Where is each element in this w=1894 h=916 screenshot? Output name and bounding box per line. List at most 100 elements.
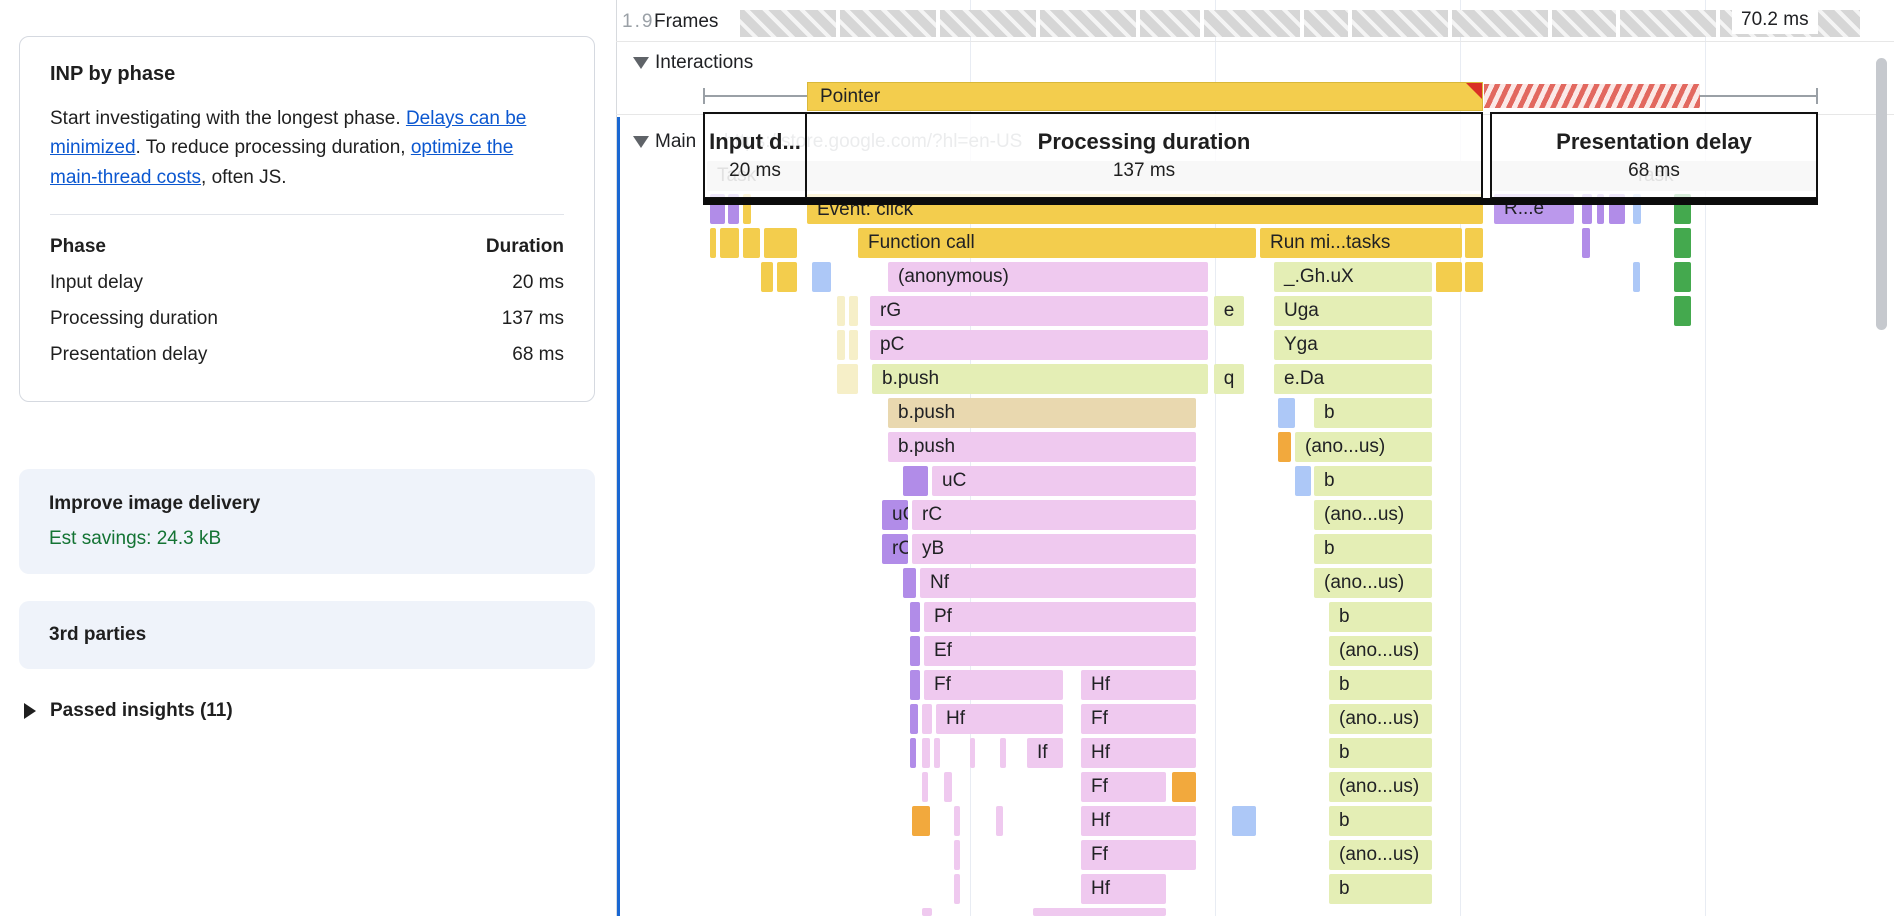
frame-strip[interactable]: [840, 10, 936, 37]
flame-bar[interactable]: Pf: [924, 602, 1196, 632]
flame-bar[interactable]: Ef: [924, 636, 1196, 666]
flame-bar[interactable]: Hf: [1081, 670, 1196, 700]
frames-track-label[interactable]: Frames: [652, 9, 727, 35]
flame-bar[interactable]: rC: [912, 500, 1196, 530]
flame-bar[interactable]: Yga: [1274, 330, 1432, 360]
flame-bar[interactable]: e: [1214, 296, 1244, 326]
third-parties-card[interactable]: 3rd parties: [19, 601, 595, 669]
flame-bar[interactable]: [903, 466, 928, 496]
passed-insights-toggle[interactable]: Passed insights (11): [24, 700, 233, 722]
flame-bar[interactable]: b: [1329, 602, 1432, 632]
flame-bar[interactable]: [954, 840, 960, 870]
flame-bar[interactable]: [910, 636, 920, 666]
improve-image-delivery-card[interactable]: Improve image delivery Est savings: 24.3…: [19, 469, 595, 574]
main-track-label[interactable]: Main: [655, 131, 697, 152]
flame-bar[interactable]: [1674, 296, 1691, 326]
flame-bar[interactable]: Ff: [1081, 704, 1196, 734]
flame-bar[interactable]: Ff: [924, 670, 1063, 700]
flame-bar[interactable]: (ano...us): [1314, 568, 1432, 598]
flame-bar[interactable]: [1597, 194, 1604, 224]
flame-bar[interactable]: [922, 772, 928, 802]
flame-bar[interactable]: yB: [912, 534, 1196, 564]
flame-bar[interactable]: [903, 568, 916, 598]
flame-bar[interactable]: q: [1214, 364, 1244, 394]
flame-bar[interactable]: uC: [882, 500, 908, 530]
interactions-collapse-icon[interactable]: [633, 57, 649, 69]
flame-bar[interactable]: [910, 738, 916, 768]
flame-bar[interactable]: b: [1329, 806, 1432, 836]
flame-bar[interactable]: (ano...us): [1329, 840, 1432, 870]
flame-bar[interactable]: [970, 738, 975, 768]
flame-bar[interactable]: [1232, 806, 1256, 836]
flame-bar[interactable]: (ano...us): [1329, 636, 1432, 666]
flame-bar[interactable]: b: [1314, 398, 1432, 428]
flame-bar[interactable]: [922, 704, 932, 734]
flame-bar[interactable]: b.push: [872, 364, 1208, 394]
flame-bar[interactable]: [720, 228, 739, 258]
flame-bar[interactable]: [849, 296, 858, 326]
flame-bar[interactable]: [837, 296, 845, 326]
flame-bar[interactable]: [954, 806, 960, 836]
flame-bar[interactable]: b.push: [888, 432, 1196, 462]
flame-bar[interactable]: Uga: [1274, 296, 1432, 326]
flame-bar[interactable]: e.Da: [1274, 364, 1432, 394]
flame-bar[interactable]: [934, 738, 940, 768]
flame-bar[interactable]: [743, 194, 751, 224]
flame-bar[interactable]: b: [1329, 874, 1432, 904]
flame-bar[interactable]: Ff: [1081, 772, 1166, 802]
flame-bar[interactable]: b: [1314, 534, 1432, 564]
flame-bar[interactable]: [1582, 194, 1592, 224]
flame-bar[interactable]: [837, 364, 858, 394]
flame-bar[interactable]: (anonymous): [888, 262, 1208, 292]
flame-bar[interactable]: b.push: [888, 398, 1196, 428]
flame-bar[interactable]: Ff: [1081, 840, 1196, 870]
flame-bar[interactable]: [837, 330, 845, 360]
flame-bar[interactable]: [1465, 262, 1483, 292]
flame-bar[interactable]: [1295, 466, 1311, 496]
pointer-interaction-bar[interactable]: Pointer: [807, 82, 1483, 111]
flame-bar[interactable]: [954, 874, 960, 904]
flame-bar[interactable]: (ano...us): [1295, 432, 1432, 462]
flame-bar[interactable]: b: [1329, 738, 1432, 768]
flame-bar[interactable]: [1674, 262, 1691, 292]
frame-strip[interactable]: [1140, 10, 1200, 37]
flame-bar[interactable]: Hf: [1081, 738, 1196, 768]
flame-bar[interactable]: [1633, 194, 1641, 224]
flame-bar[interactable]: [1000, 738, 1006, 768]
flame-bar[interactable]: [944, 772, 952, 802]
flame-bar[interactable]: [922, 908, 932, 916]
main-collapse-icon[interactable]: [633, 136, 649, 148]
flame-bar[interactable]: [849, 330, 858, 360]
flame-bar[interactable]: [910, 670, 920, 700]
flame-bar[interactable]: [710, 228, 716, 258]
flame-bar[interactable]: uC: [932, 466, 1196, 496]
flame-bar[interactable]: [910, 704, 918, 734]
frame-strip[interactable]: [1552, 10, 1616, 37]
flame-bar[interactable]: Function call: [858, 228, 1256, 258]
flame-bar[interactable]: [777, 262, 797, 292]
flame-bar[interactable]: Hf: [936, 704, 1063, 734]
flame-bar[interactable]: [1582, 228, 1590, 258]
optimize-main-thread-link[interactable]: optimize the main-thread costs: [50, 137, 514, 188]
vertical-scrollbar-thumb[interactable]: [1876, 58, 1887, 330]
frame-strip[interactable]: [1452, 10, 1548, 37]
delays-minimized-link[interactable]: Delays can be minimized: [50, 108, 527, 159]
flame-bar[interactable]: [1278, 432, 1291, 462]
flame-bar[interactable]: [1172, 772, 1196, 802]
flame-bar[interactable]: Hf: [1081, 806, 1196, 836]
frame-strip[interactable]: [1620, 10, 1716, 37]
flame-bar[interactable]: pC: [870, 330, 1208, 360]
flame-bar[interactable]: Hf: [1081, 874, 1166, 904]
flame-bar[interactable]: [910, 602, 920, 632]
flame-bar[interactable]: [922, 738, 930, 768]
flame-bar[interactable]: [996, 806, 1003, 836]
frame-strip[interactable]: [1204, 10, 1300, 37]
flame-bar[interactable]: [1278, 398, 1295, 428]
flame-bar[interactable]: [912, 806, 930, 836]
frame-strip[interactable]: [740, 10, 836, 37]
flame-bar[interactable]: _.Gh.uX: [1274, 262, 1432, 292]
flame-bar[interactable]: [761, 262, 773, 292]
flame-bar[interactable]: [1436, 262, 1462, 292]
flame-bar[interactable]: [764, 228, 797, 258]
frame-strip[interactable]: [940, 10, 1036, 37]
